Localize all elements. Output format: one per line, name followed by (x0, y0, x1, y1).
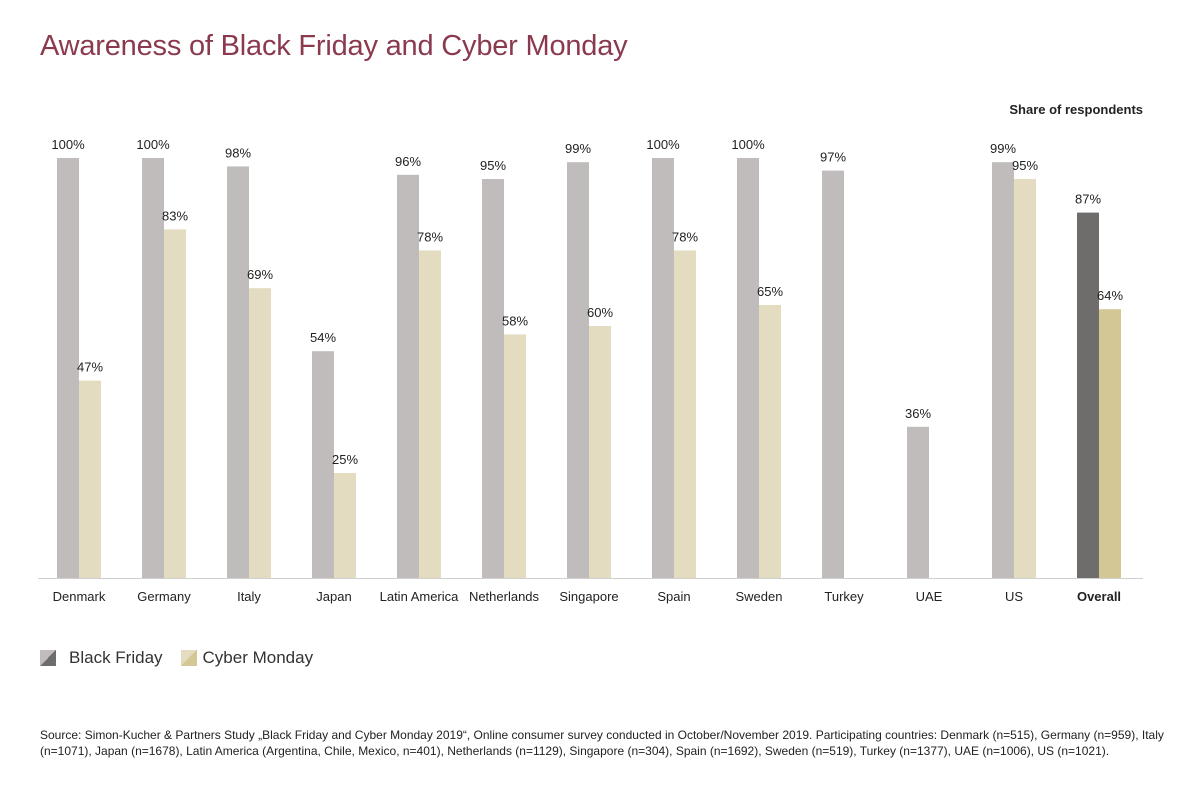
data-label-black-friday-turkey: 97% (820, 150, 846, 165)
bar-black-friday-overall (1077, 212, 1099, 578)
bar-black-friday-italy (227, 166, 249, 578)
category-label-turkey: Turkey (824, 589, 864, 604)
data-label-black-friday-uae: 36% (905, 406, 931, 421)
data-label-cyber-monday-italy: 69% (247, 267, 273, 282)
category-label-sweden: Sweden (736, 589, 783, 604)
data-label-cyber-monday-netherlands: 58% (502, 313, 528, 328)
data-label-black-friday-italy: 98% (225, 145, 251, 160)
data-label-black-friday-singapore: 99% (565, 141, 591, 156)
category-label-denmark: Denmark (53, 589, 106, 604)
category-label-us: US (1005, 589, 1023, 604)
data-label-cyber-monday-japan: 25% (332, 452, 358, 467)
data-label-black-friday-overall: 87% (1075, 192, 1101, 207)
data-label-black-friday-us: 99% (990, 141, 1016, 156)
bar-black-friday-sweden (737, 158, 759, 578)
legend-item-cyber-monday: Cyber Monday (180, 648, 314, 668)
bar-cyber-monday-overall (1099, 309, 1121, 578)
data-label-black-friday-latin-america: 96% (395, 154, 421, 169)
legend-item-black-friday: Black Friday (40, 648, 163, 668)
category-label-japan: Japan (316, 589, 351, 604)
category-label-italy: Italy (237, 589, 261, 604)
bar-cyber-monday-netherlands (504, 334, 526, 578)
data-label-cyber-monday-us: 95% (1012, 158, 1038, 173)
data-label-black-friday-germany: 100% (136, 137, 170, 152)
data-label-cyber-monday-singapore: 60% (587, 305, 613, 320)
bar-black-friday-singapore (567, 162, 589, 578)
data-label-cyber-monday-denmark: 47% (77, 360, 103, 375)
data-label-cyber-monday-overall: 64% (1097, 288, 1123, 303)
bar-black-friday-germany (142, 158, 164, 578)
data-label-black-friday-sweden: 100% (731, 137, 765, 152)
data-label-black-friday-denmark: 100% (51, 137, 85, 152)
chart-title: Awareness of Black Friday and Cyber Mond… (40, 30, 628, 62)
category-label-overall: Overall (1077, 589, 1121, 604)
bar-black-friday-uae (907, 426, 929, 578)
legend-swatch-cyber-monday (180, 650, 197, 666)
legend-swatch-black-friday (40, 650, 56, 666)
bar-chart: 100% 47% Denmark 100% 83% Germany 98% 69% Italy 5… (38, 137, 1143, 604)
bar-black-friday-netherlands (482, 179, 504, 578)
category-label-germany: Germany (137, 589, 191, 604)
data-label-black-friday-spain: 100% (646, 137, 680, 152)
bar-cyber-monday-sweden (759, 305, 781, 578)
category-label-spain: Spain (657, 589, 690, 604)
bar-black-friday-us (992, 162, 1014, 578)
legend: Black Friday Cyber Monday (40, 648, 331, 668)
bar-cyber-monday-spain (674, 250, 696, 578)
category-label-singapore: Singapore (559, 589, 618, 604)
data-label-cyber-monday-germany: 83% (162, 208, 188, 223)
unit-label: Share of respondents (1009, 102, 1143, 117)
data-label-black-friday-japan: 54% (310, 330, 336, 345)
legend-label-cyber-monday: Cyber Monday (202, 648, 314, 667)
category-label-uae: UAE (916, 589, 943, 604)
data-label-cyber-monday-latin-america: 78% (417, 229, 443, 244)
bar-cyber-monday-japan (334, 473, 356, 578)
category-label-netherlands: Netherlands (469, 589, 540, 604)
legend-label-black-friday: Black Friday (69, 648, 163, 667)
bar-cyber-monday-denmark (79, 380, 101, 578)
source-note: Source: Simon-Kucher & Partners Study „B… (40, 728, 1164, 758)
data-label-black-friday-netherlands: 95% (480, 158, 506, 173)
category-label-latin-america: Latin America (380, 589, 460, 604)
data-label-cyber-monday-sweden: 65% (757, 284, 783, 299)
bar-cyber-monday-us (1014, 179, 1036, 578)
bar-cyber-monday-germany (164, 229, 186, 578)
bar-black-friday-spain (652, 158, 674, 578)
bar-cyber-monday-italy (249, 288, 271, 578)
bar-black-friday-turkey (822, 170, 844, 578)
bar-cyber-monday-latin-america (419, 250, 441, 578)
bar-black-friday-latin-america (397, 174, 419, 579)
bar-black-friday-japan (312, 351, 334, 578)
data-label-cyber-monday-spain: 78% (672, 229, 698, 244)
bar-black-friday-denmark (57, 158, 79, 578)
bar-cyber-monday-singapore (589, 326, 611, 578)
